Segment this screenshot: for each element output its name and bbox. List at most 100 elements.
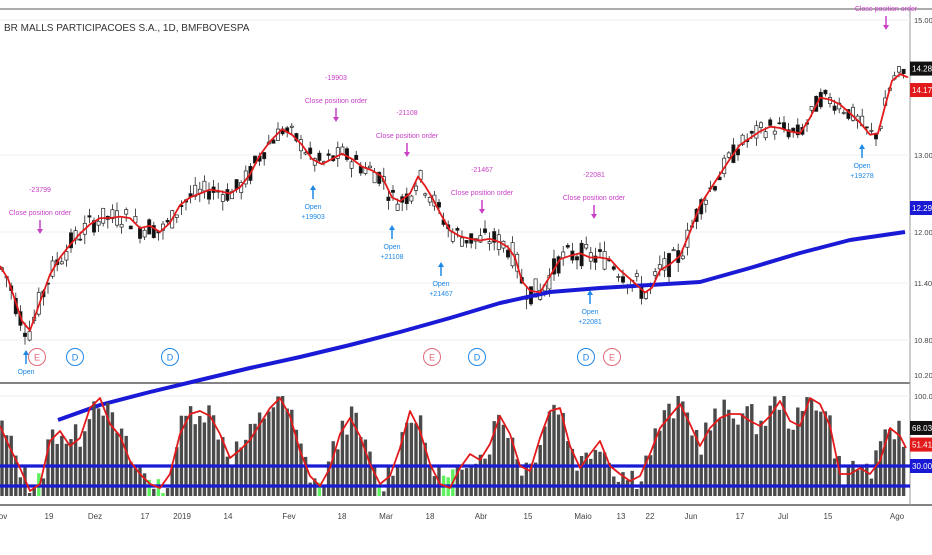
close-signal: -19903 Close position order	[305, 75, 368, 122]
candle-body	[795, 124, 800, 136]
close-signal: Close position order	[855, 6, 918, 30]
x-axis-label: 13	[617, 512, 626, 521]
candle-body	[138, 227, 142, 239]
oscillator-bar	[630, 470, 634, 496]
close-signal: -21108 Close position order	[376, 110, 439, 157]
oscillator-bar	[658, 430, 662, 496]
event-circle	[468, 348, 486, 366]
close-signal-value: -21467	[471, 167, 493, 174]
oscillator-bar	[0, 420, 4, 496]
open-signal-label: Open	[304, 204, 321, 211]
oscillator-tag-a-text: 68.03	[912, 424, 932, 433]
candle-body	[345, 148, 349, 160]
candle-body	[289, 125, 294, 128]
oscillator-bar	[202, 422, 207, 496]
oscillator-bar	[846, 465, 851, 496]
event-marker-dividend[interactable]: D	[161, 348, 179, 366]
close-signal-arrowhead	[333, 117, 339, 122]
oscillator-bar	[713, 408, 717, 496]
oscillator-bar	[147, 479, 151, 496]
oscillator-bar	[64, 443, 69, 496]
price-average-tag-bg	[910, 83, 932, 98]
oscillator-bar	[584, 452, 588, 496]
oscillator-bar	[248, 423, 253, 496]
oscillator-bar	[216, 439, 220, 496]
oscillator-bar	[211, 415, 216, 496]
event-circle	[603, 348, 621, 366]
oscillator-bar	[897, 420, 901, 496]
event-marker-earnings[interactable]: E	[603, 348, 621, 366]
oscillator-bar	[805, 397, 809, 496]
candle-body	[128, 225, 133, 230]
close-signal-label: Close position order	[855, 6, 918, 13]
open-signal-value: +19278	[850, 173, 874, 180]
oscillator-bar	[409, 422, 414, 496]
moving-average-tag-text: 12.29	[912, 204, 932, 213]
event-marker-dividend[interactable]: D	[468, 348, 486, 366]
oscillator-bar	[644, 455, 648, 496]
moving-average-tag-bg	[910, 201, 932, 215]
open-signal-arrowhead	[438, 262, 444, 267]
oscillator-bar	[621, 472, 625, 496]
oscillator-panel	[0, 396, 910, 496]
oscillator-bar	[271, 407, 276, 496]
candle-body	[749, 130, 754, 134]
oscillator-bar	[83, 431, 87, 496]
oscillator-bar	[639, 481, 644, 496]
x-axis-label: 17	[141, 512, 150, 521]
candle-body	[740, 134, 745, 145]
oscillator-bar	[667, 403, 671, 496]
oscillator-bar	[524, 462, 529, 496]
open-signal-label: Open	[383, 244, 400, 251]
event-letter: D	[72, 353, 79, 363]
candle-body	[391, 189, 395, 193]
close-signal-label: Close position order	[563, 195, 626, 202]
candle-body	[437, 202, 441, 208]
oscillator-level-tag-bg	[910, 459, 932, 473]
candle-body	[395, 203, 400, 211]
candle-body	[386, 196, 391, 201]
oscillator-bar	[460, 469, 464, 496]
event-marker-earnings[interactable]: E	[423, 348, 441, 366]
candle-body	[575, 256, 579, 261]
candle-body	[713, 186, 717, 191]
x-axis-label: Ago	[890, 512, 905, 521]
open-signal-arrowhead	[389, 225, 395, 230]
candle-body	[87, 215, 92, 218]
candle-body	[657, 264, 662, 270]
oscillator-bar	[106, 402, 110, 496]
candle-body	[349, 161, 354, 169]
chart-title: BR MALLS PARTICIPACOES S.A., 1D, BMFBOVE…	[4, 23, 250, 34]
event-marker-dividend[interactable]: D	[577, 348, 595, 366]
price-tick-label: 15.00	[914, 16, 932, 25]
oscillator-bar	[800, 410, 805, 496]
candle-body	[225, 189, 230, 201]
candle-body	[763, 131, 768, 139]
candle-body	[335, 147, 340, 159]
oscillator-bar	[322, 486, 326, 496]
x-axis-label: Jul	[778, 512, 788, 521]
oscillator-level-tag-text: 30.00	[912, 462, 932, 471]
open-signal: Open +21108	[380, 225, 404, 261]
candle-body	[207, 190, 211, 200]
candle-body	[404, 193, 409, 205]
oscillator-bar	[704, 422, 708, 496]
price-tick-label: 11.40	[914, 279, 932, 288]
x-axis-label: 17	[736, 512, 745, 521]
oscillator-bar	[796, 407, 800, 496]
oscillator-bar	[832, 458, 837, 496]
candle-body	[460, 237, 464, 247]
event-marker-earnings[interactable]: E	[28, 348, 46, 366]
candle-body	[73, 230, 78, 241]
open-signal: Open	[17, 350, 35, 376]
event-marker-dividend[interactable]: D	[66, 348, 84, 366]
oscillator-bar	[837, 455, 841, 496]
candle-body	[124, 209, 129, 215]
oscillator-bar	[653, 428, 657, 496]
candle-body	[377, 171, 382, 184]
last-close-tag-bg	[910, 61, 932, 76]
oscillator-bar	[32, 487, 36, 496]
oscillator-bar	[285, 408, 289, 496]
candle-body	[101, 207, 106, 224]
x-axis-label: 2019	[173, 512, 191, 521]
